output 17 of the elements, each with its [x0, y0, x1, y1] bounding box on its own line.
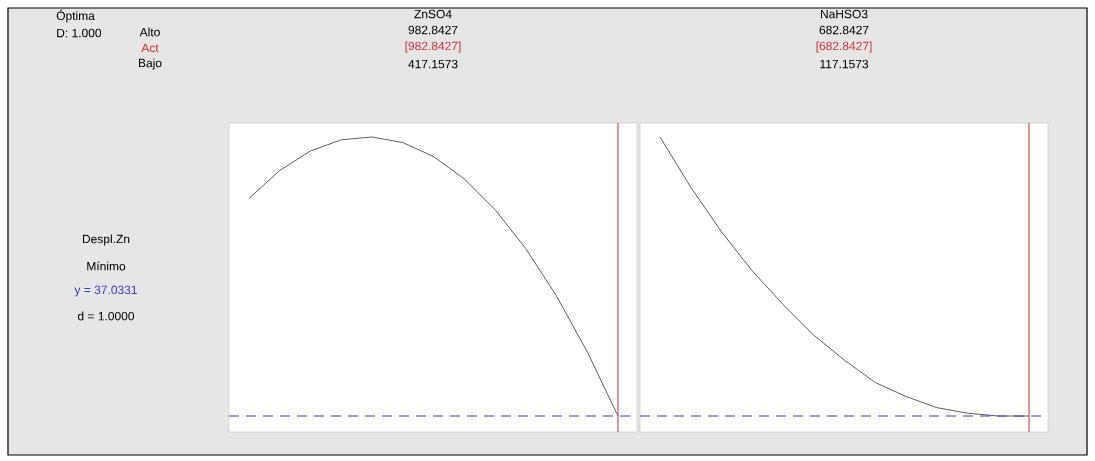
text: Óptima	[56, 9, 95, 23]
text: D: 1.000	[57, 28, 102, 38]
text: y = 37.0331	[74, 285, 137, 297]
text: 417.1573	[408, 59, 458, 69]
text: Alto	[139, 27, 160, 37]
text: d = 1.0000	[77, 311, 135, 321]
text: Act	[141, 43, 159, 53]
text: 682.8427	[819, 25, 869, 35]
text: Mínimo	[87, 261, 126, 271]
chart-title: NaHSO3	[820, 9, 868, 19]
text: 117.1573	[820, 59, 869, 69]
text: [982.8427]	[405, 41, 461, 53]
text: Bajo	[138, 58, 162, 70]
text: [682.8427]	[816, 41, 872, 53]
text: 982.8427	[408, 25, 458, 35]
text: Despl.Zn	[82, 234, 130, 246]
chart-title: ZnSO4	[414, 9, 452, 19]
